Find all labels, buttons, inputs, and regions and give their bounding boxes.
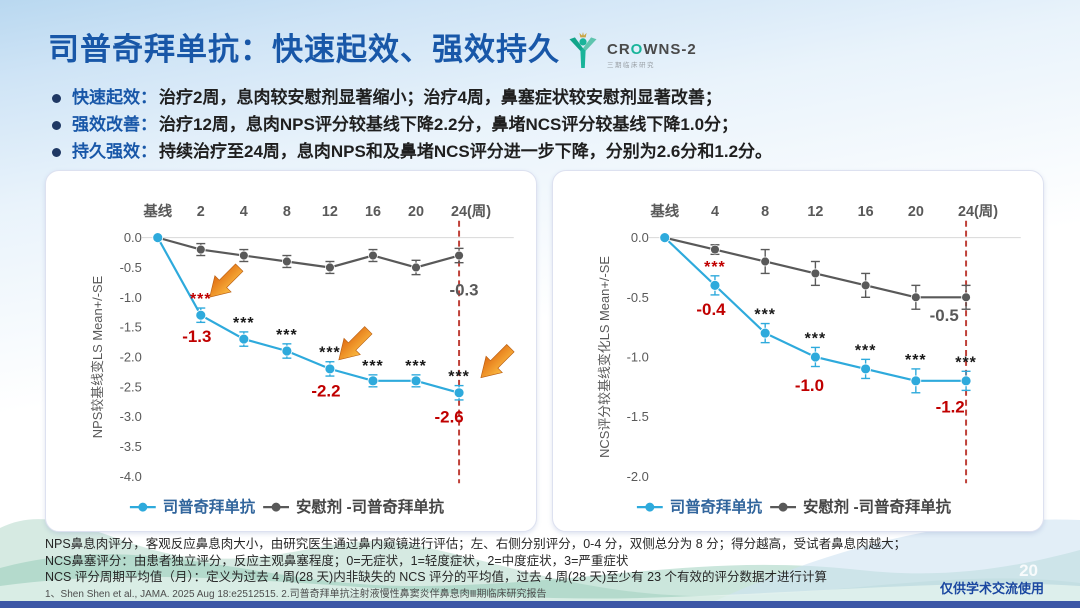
svg-text:24(周): 24(周): [958, 203, 998, 220]
svg-text:-2.0: -2.0: [627, 469, 649, 484]
svg-text:***: ***: [855, 342, 877, 359]
svg-text:***: ***: [405, 358, 427, 375]
bullet-text: 治疗12周，息肉NPS评分较基线下降2.2分，鼻堵NCS评分较基线下降1.0分；: [159, 115, 739, 134]
svg-text:-1.0: -1.0: [120, 290, 142, 305]
bullet-icon: [52, 93, 61, 103]
footnote-ncs: NCS鼻塞评分：由患者独立评分，反应主观鼻塞程度；0=无症状，1=轻度症状，2=…: [45, 553, 629, 568]
svg-text:-0.3: -0.3: [449, 280, 478, 299]
svg-text:***: ***: [276, 327, 298, 344]
bullet-icon: [52, 120, 61, 130]
svg-text:***: ***: [754, 307, 776, 324]
svg-text:***: ***: [955, 354, 977, 371]
svg-text:2: 2: [197, 204, 205, 220]
svg-text:-1.2: -1.2: [936, 398, 965, 417]
bullet-item-rapid-onset: 快速起效： 治疗2周，息肉较安慰剂显著缩小；治疗4周，鼻塞症状较安慰剂显著改善；: [52, 88, 1042, 108]
svg-text:20: 20: [908, 204, 924, 220]
svg-text:-0.5: -0.5: [627, 290, 649, 305]
ncs-chart: 基线 4 8 12 16 20 24(周) 0.0 -0.5 -1.0 -1.5 -2.0 NCS评分较…: [597, 202, 1021, 516]
crowns-logo-subtitle: 三期临床研究: [607, 62, 655, 69]
svg-text:NPS较基线变LS Mean+/-SE: NPS较基线变LS Mean+/-SE: [90, 275, 105, 438]
svg-text:***: ***: [905, 352, 927, 369]
svg-text:安慰剂 -司普奇拜单抗: 安慰剂 -司普奇拜单抗: [296, 497, 445, 516]
svg-text:16: 16: [365, 204, 381, 220]
nps-chart: 基线 2 4 8 12 16 20 24(周) 0.0 -0.5 -1.0 -1.5 -2.0 -2.5 -…: [90, 202, 515, 516]
svg-text:-1.0: -1.0: [795, 376, 824, 395]
bullet-text: 治疗2周，息肉较安慰剂显著缩小；治疗4周，鼻塞症状较安慰剂显著改善；: [159, 88, 722, 107]
svg-text:***: ***: [362, 358, 384, 375]
svg-text:安慰剂 -司普奇拜单抗: 安慰剂 -司普奇拜单抗: [803, 497, 952, 516]
svg-text:***: ***: [805, 330, 827, 347]
svg-text:12: 12: [807, 204, 823, 220]
bottom-bar: [0, 601, 1080, 608]
svg-text:16: 16: [858, 204, 874, 220]
svg-text:-0.5: -0.5: [930, 306, 959, 325]
svg-text:***: ***: [319, 345, 341, 362]
svg-text:基线: 基线: [649, 202, 679, 220]
svg-text:-3.0: -3.0: [120, 409, 142, 424]
svg-text:0.0: 0.0: [631, 230, 649, 245]
svg-text:-2.2: -2.2: [311, 382, 340, 401]
bullet-icon: [52, 147, 61, 157]
watermark: 仅供学术交流使用: [939, 581, 1044, 596]
svg-text:***: ***: [448, 369, 470, 386]
svg-text:-2.5: -2.5: [120, 379, 142, 394]
svg-text:8: 8: [283, 204, 291, 220]
footnote-ncs-average: NCS 评分周期平均值（月）：定义为过去 4 周(28 天)内非缺失的 NCS …: [45, 570, 828, 584]
bullet-item-durable-effect: 持久强效： 持续治疗至24周，息肉NPS和及鼻堵NCS评分进一步下降，分别为2.…: [52, 142, 1042, 162]
ncs-chart-card: 基线 4 8 12 16 20 24(周) 0.0 -0.5 -1.0 -1.5 -2.0 NCS评分较…: [552, 170, 1044, 532]
svg-text:NCS评分较基线变化LS Mean+/-SE: NCS评分较基线变化LS Mean+/-SE: [597, 256, 612, 458]
svg-text:-0.5: -0.5: [120, 260, 142, 275]
charts-row: 基线 2 4 8 12 16 20 24(周) 0.0 -0.5 -1.0 -1.5 -2.0 -2.5 -…: [45, 170, 1044, 532]
svg-text:-0.4: -0.4: [696, 300, 726, 319]
crowns-logo-name: CROWNS-2: [607, 41, 697, 58]
svg-text:8: 8: [761, 204, 769, 220]
svg-text:0.0: 0.0: [124, 230, 142, 245]
crowns-logo-icon: [569, 32, 597, 68]
svg-text:***: ***: [233, 315, 255, 332]
svg-text:-1.3: -1.3: [182, 327, 211, 346]
svg-text:-1.5: -1.5: [627, 409, 649, 424]
svg-text:-3.5: -3.5: [120, 439, 142, 454]
bullet-lead: 持久强效：: [72, 142, 157, 161]
svg-text:24(周): 24(周): [451, 203, 491, 220]
svg-text:12: 12: [322, 204, 338, 220]
svg-text:-2.6: -2.6: [435, 408, 464, 427]
svg-text:-1.5: -1.5: [120, 320, 142, 335]
svg-text:***: ***: [190, 291, 212, 308]
page-title: 司普奇拜单抗：快速起效、强效持久: [48, 32, 560, 67]
svg-text:20: 20: [408, 204, 424, 220]
bullet-lead: 快速起效：: [72, 88, 157, 107]
svg-text:4: 4: [711, 204, 719, 220]
svg-text:-4.0: -4.0: [120, 469, 142, 484]
nps-chart-card: 基线 2 4 8 12 16 20 24(周) 0.0 -0.5 -1.0 -1.5 -2.0 -2.5 -…: [45, 170, 537, 532]
svg-text:司普奇拜单抗: 司普奇拜单抗: [670, 497, 763, 516]
bullet-item-strong-improvement: 强效改善： 治疗12周，息肉NPS评分较基线下降2.2分，鼻堵NCS评分较基线下…: [52, 115, 1042, 135]
svg-text:司普奇拜单抗: 司普奇拜单抗: [163, 497, 256, 516]
svg-text:-2.0: -2.0: [120, 349, 142, 364]
footnote-nps: NPS鼻息肉评分，客观反应鼻息肉大小，由研究医生通过鼻内窥镜进行评估；左、右侧分…: [45, 537, 907, 551]
bullet-text: 持续治疗至24周，息肉NPS和及鼻堵NCS评分进一步下降，分别为2.6分和1.2…: [159, 142, 773, 161]
svg-text:基线: 基线: [142, 202, 172, 220]
crowns-logo: CROWNS-2 三期临床研究: [565, 28, 697, 72]
key-points-list: 快速起效： 治疗2周，息肉较安慰剂显著缩小；治疗4周，鼻塞症状较安慰剂显著改善；…: [52, 88, 1042, 169]
svg-text:4: 4: [240, 204, 248, 220]
svg-text:-1.0: -1.0: [627, 349, 649, 364]
citation: 1、Shen Shen et al., JAMA. 2025 Aug 18:e2…: [45, 588, 547, 600]
svg-text:***: ***: [704, 259, 726, 276]
footnotes: NPS鼻息肉评分，客观反应鼻息肉大小，由研究医生通过鼻内窥镜进行评估；左、右侧分…: [45, 536, 980, 601]
bullet-lead: 强效改善：: [72, 115, 157, 134]
